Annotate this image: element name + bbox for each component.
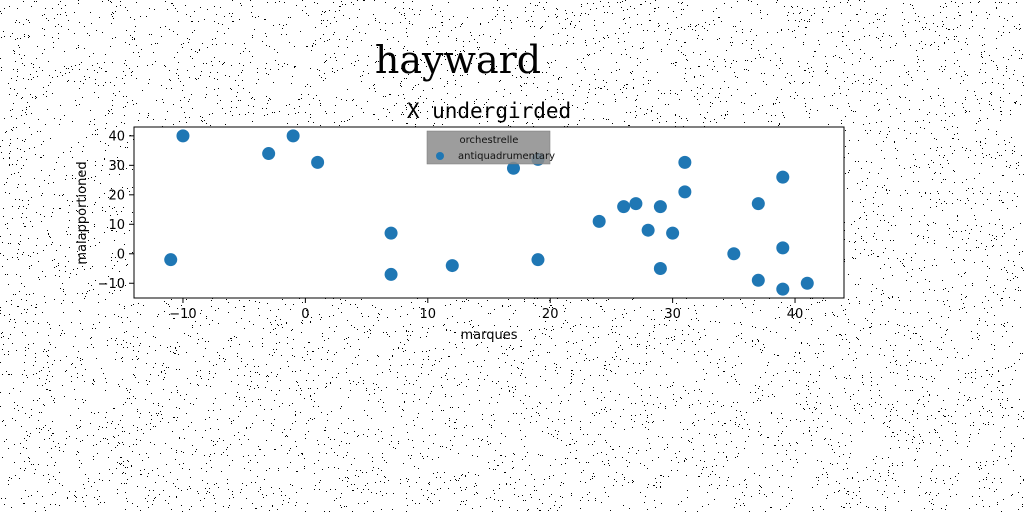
scatter-point	[445, 259, 459, 273]
x-tick-label: 30	[664, 307, 681, 322]
y-tick-label: 30	[108, 159, 125, 174]
scatter-points	[164, 129, 814, 296]
figure-suptitle: hayward	[375, 38, 541, 82]
scatter-point	[311, 155, 325, 169]
scatter-point	[506, 161, 520, 175]
y-tick-label: 0	[117, 247, 125, 262]
scatter-point	[751, 273, 765, 287]
scatter-point	[666, 226, 680, 240]
plot-area	[133, 126, 845, 299]
y-tick-label: −10	[98, 277, 125, 292]
y-axis: −10 0 10 20 30 40	[98, 129, 134, 292]
legend-title: orchestrelle	[460, 135, 519, 146]
x-tick-label: 20	[542, 307, 559, 322]
scatter-point	[653, 262, 667, 276]
scatter-point	[176, 129, 190, 143]
scatter-point	[617, 200, 631, 214]
scatter-point	[286, 129, 300, 143]
legend-entry-0: antiquadrumentary	[458, 151, 555, 162]
legend-marker	[436, 152, 444, 160]
legend-box	[426, 130, 551, 165]
scatter-point	[776, 282, 790, 296]
scatter-point	[531, 253, 545, 267]
y-tick-label: 10	[108, 218, 125, 233]
scatter-point	[800, 276, 814, 290]
legend: orchestrelle antiquadrumentary	[426, 130, 555, 165]
scatter-point	[727, 247, 741, 261]
x-axis: −10 0 10 20 30 40	[169, 298, 803, 322]
scatter-point	[384, 267, 398, 281]
y-axis-label: malapportioned	[75, 161, 90, 264]
scatter-point	[653, 200, 667, 214]
x-tick-label: 0	[301, 307, 309, 322]
y-tick-label: 40	[108, 129, 125, 144]
scatter-point	[678, 185, 692, 199]
scatter-point	[678, 155, 692, 169]
scatter-point	[641, 223, 655, 237]
scatter-point	[262, 147, 276, 161]
chart-title: X undergirded	[407, 99, 571, 123]
scatter-point	[776, 170, 790, 184]
scatter-point	[384, 226, 398, 240]
scatter-point	[592, 214, 606, 228]
scatter-point	[751, 197, 765, 211]
scatter-point	[629, 197, 643, 211]
scatter-point	[164, 253, 178, 267]
y-tick-label: 20	[108, 188, 125, 203]
x-axis-label: marques	[460, 328, 517, 343]
x-tick-label: 10	[420, 307, 437, 322]
x-tick-label: 40	[787, 307, 804, 322]
x-tick-label: −10	[169, 307, 196, 322]
scatter-point	[776, 241, 790, 255]
